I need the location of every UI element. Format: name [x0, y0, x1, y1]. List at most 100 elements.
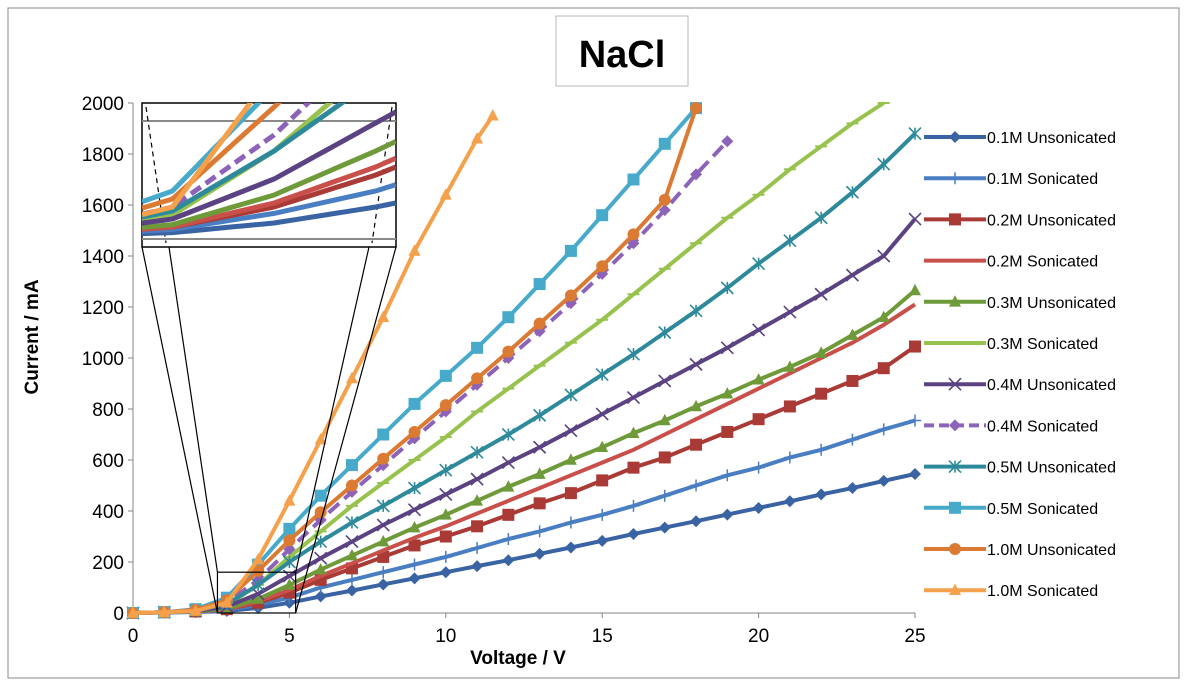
data-point	[845, 185, 860, 199]
data-point	[439, 487, 453, 501]
data-point	[502, 554, 515, 567]
data-point	[752, 373, 765, 385]
data-point	[408, 558, 421, 571]
inset-dashed-line	[371, 106, 393, 244]
y-tick-label: 1000	[82, 349, 124, 370]
data-point	[626, 390, 641, 405]
data-point	[783, 360, 796, 372]
data-point	[949, 583, 961, 595]
legend-label: 0.1M Sonicated	[987, 171, 1098, 188]
data-point	[752, 257, 766, 271]
legend-label: 1.0M Sonicated	[987, 583, 1098, 600]
data-point	[690, 168, 703, 181]
data-point	[690, 399, 703, 412]
data-point	[815, 443, 828, 456]
data-point	[721, 469, 734, 482]
data-point	[846, 374, 859, 387]
data-point	[377, 452, 390, 465]
data-point	[502, 508, 515, 521]
data-point	[282, 555, 296, 569]
data-point	[533, 547, 546, 560]
data-point	[439, 530, 452, 543]
data-point	[721, 508, 734, 521]
data-point	[439, 550, 452, 563]
data-point	[252, 592, 265, 604]
inset-series-line	[142, 103, 347, 220]
series-layer	[126, 101, 922, 620]
data-point	[627, 173, 640, 186]
data-point	[408, 572, 421, 585]
axes: 0 200 400 600 800 1000 1200 1400 1600 1800 2000 0 5 1…	[82, 94, 926, 647]
data-point	[564, 516, 577, 529]
data-point	[949, 543, 961, 555]
data-point	[658, 521, 671, 534]
y-tick-label: 1600	[82, 196, 124, 217]
connector-line	[141, 246, 219, 614]
data-point	[596, 508, 609, 521]
data-point	[314, 551, 328, 565]
data-point	[658, 137, 671, 150]
data-point	[948, 460, 962, 474]
data-point	[564, 424, 578, 438]
data-point	[627, 426, 640, 439]
data-point	[377, 310, 390, 322]
data-point	[815, 346, 828, 358]
data-point	[283, 522, 296, 535]
data-point	[949, 295, 961, 307]
y-tick-label: 2000	[82, 94, 124, 115]
data-point	[314, 433, 327, 445]
data-point	[127, 606, 139, 618]
series-line	[132, 132, 917, 615]
data-point	[377, 535, 390, 547]
data-point	[283, 543, 296, 556]
data-point	[471, 341, 484, 354]
x-tick-label: 10	[435, 626, 456, 647]
data-point	[345, 573, 358, 586]
data-point	[501, 455, 515, 470]
data-point	[470, 472, 484, 486]
data-point	[690, 515, 703, 528]
data-point	[377, 550, 390, 563]
y-tick-label: 0	[113, 604, 124, 625]
data-point	[596, 474, 609, 487]
data-point	[720, 341, 734, 355]
legend-label: 0.3M Unsonicated	[987, 295, 1116, 312]
data-point	[596, 440, 609, 453]
data-point	[533, 525, 546, 538]
legend-item: 0.5M Unsonicated	[924, 460, 1116, 477]
data-point	[251, 578, 265, 592]
data-point	[721, 135, 734, 148]
data-point	[783, 400, 796, 413]
data-point	[471, 372, 484, 385]
data-point	[814, 287, 828, 301]
data-point	[439, 188, 452, 200]
data-point	[877, 310, 890, 322]
title-box	[555, 15, 689, 87]
data-point	[533, 278, 546, 291]
inset-series-line	[142, 139, 396, 230]
data-point	[658, 489, 671, 502]
data-point	[846, 433, 859, 446]
y-tick-label: 400	[92, 502, 124, 523]
data-point	[877, 423, 890, 436]
data-point	[345, 371, 358, 384]
connector-line	[168, 246, 219, 573]
data-point	[877, 362, 890, 375]
data-point	[533, 440, 547, 454]
data-point	[721, 425, 734, 438]
data-point	[376, 518, 390, 532]
data-point	[783, 451, 796, 464]
series-line	[132, 288, 917, 615]
data-point	[752, 323, 766, 337]
y-axis-label: Current / mA	[22, 279, 43, 394]
legend-label: 0.2M Sonicated	[987, 254, 1098, 271]
data-point	[314, 563, 327, 575]
data-point	[502, 345, 515, 358]
data-point	[345, 479, 358, 492]
data-point	[596, 260, 609, 273]
data-point	[376, 499, 390, 513]
data-point	[877, 157, 891, 171]
data-point	[502, 533, 515, 546]
